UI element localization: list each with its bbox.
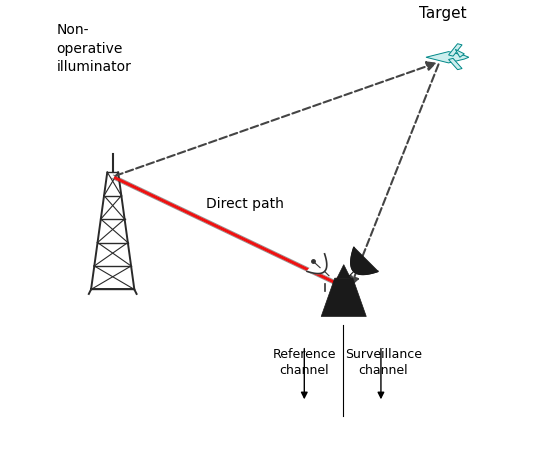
Polygon shape: [426, 51, 469, 63]
Text: Direct path: Direct path: [206, 196, 283, 211]
Polygon shape: [456, 50, 465, 57]
Text: Surveillance
channel: Surveillance channel: [345, 348, 421, 377]
Polygon shape: [321, 278, 366, 316]
Polygon shape: [448, 44, 462, 56]
Polygon shape: [307, 254, 327, 274]
Text: Reference
channel: Reference channel: [273, 348, 336, 377]
Polygon shape: [337, 265, 350, 278]
Text: Non-
operative
illuminator: Non- operative illuminator: [56, 23, 131, 74]
Text: Target: Target: [419, 6, 467, 21]
Polygon shape: [448, 58, 462, 70]
Polygon shape: [351, 247, 378, 274]
